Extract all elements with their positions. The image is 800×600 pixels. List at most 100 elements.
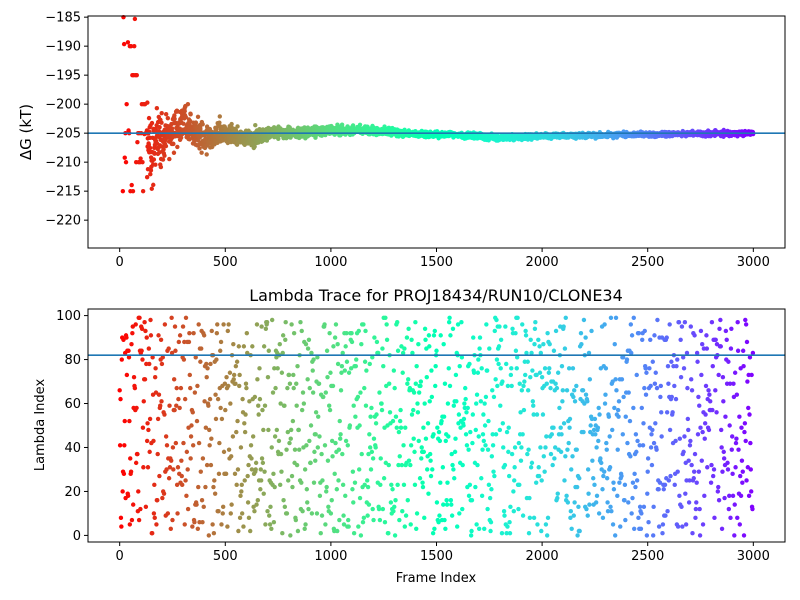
data-point <box>225 524 230 529</box>
data-point <box>637 443 642 448</box>
data-point <box>432 328 438 334</box>
data-point <box>188 385 193 391</box>
data-point <box>330 383 336 389</box>
data-point <box>702 421 708 426</box>
data-point <box>127 522 133 527</box>
data-point <box>436 520 441 525</box>
data-point <box>158 403 163 408</box>
data-point <box>506 425 511 430</box>
data-point <box>466 493 472 499</box>
data-point <box>140 425 146 430</box>
data-point <box>555 495 560 501</box>
y-tick-label: −220 <box>45 214 81 229</box>
data-point <box>216 471 222 477</box>
data-point <box>294 403 299 408</box>
data-point <box>155 416 161 422</box>
data-point <box>245 500 251 505</box>
data-point <box>175 144 180 150</box>
data-point <box>193 120 199 125</box>
data-point <box>262 403 268 408</box>
data-point <box>732 370 738 375</box>
data-point <box>295 363 300 369</box>
data-point <box>643 392 649 397</box>
data-point <box>256 403 261 408</box>
data-point <box>288 427 294 433</box>
data-point <box>652 333 657 338</box>
data-point <box>162 412 167 417</box>
data-point <box>276 136 281 141</box>
data-point <box>324 348 330 353</box>
data-point <box>395 348 401 353</box>
lambda-y-axis-label: Lambda Index <box>33 379 48 472</box>
data-point <box>377 517 383 523</box>
data-point <box>235 124 240 129</box>
data-point <box>167 156 172 162</box>
data-point <box>533 480 539 485</box>
data-point <box>459 319 464 325</box>
data-point <box>243 412 248 417</box>
data-point <box>612 405 617 411</box>
data-point <box>694 480 699 485</box>
data-point <box>257 396 263 402</box>
data-point <box>286 372 292 378</box>
data-point <box>586 491 591 496</box>
data-point <box>196 484 201 490</box>
x-tick-label: 3000 <box>737 549 770 564</box>
data-point <box>600 515 606 521</box>
data-point <box>345 443 350 448</box>
data-point <box>747 355 753 360</box>
data-point <box>150 531 155 536</box>
data-point <box>494 357 500 362</box>
data-point <box>532 326 538 331</box>
data-point <box>129 517 135 523</box>
data-point <box>616 414 621 419</box>
data-point <box>184 449 190 455</box>
data-point <box>561 324 566 329</box>
data-point <box>371 436 377 441</box>
data-point <box>156 128 162 134</box>
data-point <box>657 480 663 485</box>
data-point <box>636 330 642 336</box>
data-point <box>612 341 617 347</box>
data-point <box>415 410 421 415</box>
data-point <box>409 337 414 342</box>
data-point <box>339 370 344 375</box>
data-point <box>315 445 320 450</box>
data-point <box>626 390 631 395</box>
data-point <box>558 425 563 430</box>
data-point <box>157 473 162 479</box>
data-point <box>357 122 363 127</box>
data-point <box>204 374 209 380</box>
data-point <box>355 394 361 400</box>
data-point <box>206 403 211 408</box>
data-point <box>422 515 427 521</box>
data-point <box>208 361 213 367</box>
data-point <box>423 337 428 342</box>
data-point <box>654 447 659 452</box>
data-point <box>621 355 626 360</box>
data-point <box>374 339 380 345</box>
y-tick-label: 100 <box>56 309 81 324</box>
data-point <box>149 186 154 191</box>
data-point <box>187 330 192 336</box>
data-point <box>699 458 704 463</box>
data-point <box>406 458 412 463</box>
data-point <box>738 473 743 479</box>
data-point <box>297 447 302 452</box>
data-point <box>323 390 329 395</box>
data-point <box>159 399 164 404</box>
data-point <box>226 383 231 389</box>
data-point <box>158 337 164 342</box>
data-point <box>361 322 366 327</box>
data-point <box>289 473 295 479</box>
data-point <box>291 385 296 391</box>
data-point <box>615 493 620 499</box>
data-point <box>293 517 299 523</box>
data-point <box>641 421 646 426</box>
data-point <box>209 328 214 334</box>
data-point <box>140 188 146 194</box>
data-point <box>120 489 125 494</box>
data-point <box>341 522 347 527</box>
data-point <box>490 388 495 393</box>
data-point <box>223 407 228 413</box>
